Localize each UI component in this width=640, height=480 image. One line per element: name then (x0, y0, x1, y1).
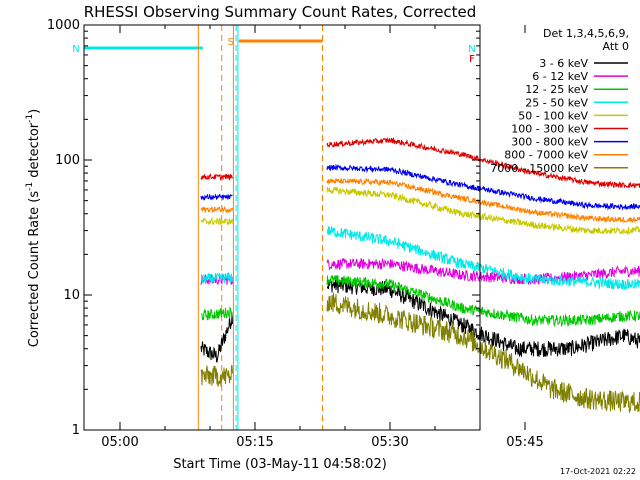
series-8 (200, 177, 640, 225)
series-path (326, 136, 640, 189)
series-path (200, 173, 233, 182)
legend-label: 25 - 50 keV (525, 96, 588, 109)
y-label-part-1: Corrected Count Rate (s (27, 191, 42, 348)
legend-header-line-2: Att 0 (603, 40, 629, 53)
series-path (326, 274, 640, 328)
series-9 (200, 292, 640, 413)
series-path (200, 314, 233, 364)
x-tick-label: 05:45 (506, 435, 543, 450)
series-path (200, 205, 233, 214)
series-path (201, 216, 233, 226)
y-tick-label: 1000 (47, 18, 80, 33)
legend-label: 800 - 7000 keV (504, 149, 588, 162)
flag-label-n: N (72, 44, 79, 55)
series-6 (200, 136, 640, 189)
y-tick-label: 1 (72, 423, 80, 438)
series-7 (200, 163, 640, 211)
series-3 (200, 274, 640, 328)
series-path (200, 306, 233, 321)
y-tick-label: 10 (63, 288, 80, 303)
mode-flags: SN NFF (72, 37, 475, 65)
y-label-exp-1: -1 (25, 182, 35, 191)
footer-timestamp: 17-Oct-2021 02:22 (560, 467, 636, 476)
series-path (326, 226, 640, 291)
x-tick-label: 05:00 (101, 435, 138, 450)
series-path (200, 272, 233, 285)
y-label-exp-2: -1 (25, 114, 35, 123)
y-axis-label: Corrected Count Rate (s-1 detector-1) (25, 109, 42, 347)
legend-label: 100 - 300 keV (511, 123, 588, 136)
series-path (200, 193, 233, 201)
legend-label: 7000 - 15000 keV (490, 162, 588, 175)
legend-label: 12 - 25 keV (525, 83, 588, 96)
series-path (326, 257, 640, 285)
chart-title: RHESSI Observing Summary Count Rates, Co… (84, 3, 477, 21)
series-path (200, 365, 233, 387)
legend-label: 6 - 12 keV (532, 70, 588, 83)
legend-label: 300 - 800 keV (511, 136, 588, 149)
plot-area: SN NFF (72, 24, 640, 431)
legend-label: 50 - 100 keV (518, 109, 588, 122)
series-path (326, 277, 640, 358)
series-lines (200, 136, 640, 413)
x-tick-label: 05:15 (236, 435, 273, 450)
y-label-part-2: detector (27, 122, 42, 182)
y-label-part-3: ) (27, 109, 42, 114)
plot-frame (83, 24, 481, 431)
legend-label: 3 - 6 keV (539, 57, 588, 70)
series-path (326, 292, 640, 413)
flag-label-f: F (469, 54, 475, 65)
series-4 (200, 226, 640, 291)
y-axis-ticks: 1 10 100 1000 (47, 18, 480, 438)
x-axis-label: Start Time (03-May-11 04:58:02) (173, 457, 387, 472)
flag-label-f: F (469, 54, 475, 65)
legend-header-line-1: Det 1,3,4,5,6,9, (543, 27, 629, 40)
series-path (326, 186, 640, 236)
flag-label-n: N (468, 44, 475, 55)
series-1 (200, 277, 640, 364)
y-tick-label: 100 (55, 153, 80, 168)
flag-label-s: S (228, 37, 234, 48)
series-path (326, 177, 640, 225)
attenuator-lines (197, 25, 323, 430)
series-5 (201, 186, 640, 236)
series-path (326, 163, 640, 211)
x-tick-label: 05:30 (371, 435, 408, 450)
